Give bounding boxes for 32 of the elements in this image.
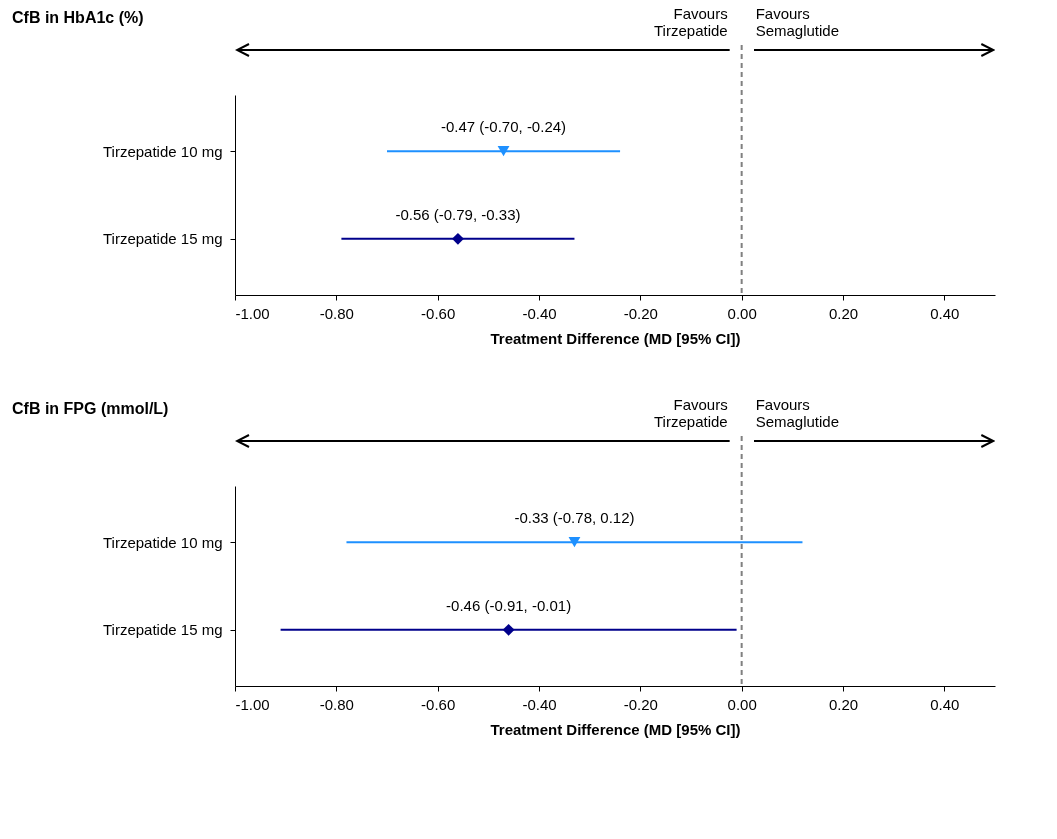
data-label: -0.46 (-0.91, -0.01) [446,596,572,614]
text: Favours Semaglutide [755,5,840,39]
text: Favours Tirzepatide [654,5,728,39]
x-tick-label: -0.20 [623,695,658,713]
x-tick-label: -1.00 [235,304,270,322]
x-tick-label: 0.40 [930,695,960,713]
data-label: -0.33 (-0.78, 0.12) [514,509,635,527]
y-tick-label: Tirzepatide 15 mg [102,621,223,639]
x-tick-label: 0.00 [727,695,757,713]
x-tick-label: -1.00 [235,695,270,713]
text: Favours Semaglutide [755,396,840,430]
x-tick-label: -0.60 [421,304,456,322]
x-tick-label: -0.20 [623,304,658,322]
x-axis-title: Treatment Difference (MD [95% CI]) [490,720,741,738]
x-tick-label: -0.40 [522,304,557,322]
x-axis-title: Treatment Difference (MD [95% CI]) [490,329,741,347]
x-tick-label: 0.40 [930,304,960,322]
data-label: -0.56 (-0.79, -0.33) [395,205,521,223]
x-tick-label: -0.80 [319,304,354,322]
x-tick-label: 0.00 [727,304,757,322]
x-tick-label: -0.40 [522,695,557,713]
x-tick-label: -0.60 [421,695,456,713]
text: Favours Tirzepatide [654,396,728,430]
y-tick-label: Tirzepatide 15 mg [102,230,223,248]
data-label: -0.47 (-0.70, -0.24) [441,118,567,136]
y-tick-label: Tirzepatide 10 mg [102,142,223,160]
x-tick-label: 0.20 [828,695,859,713]
x-tick-label: -0.80 [319,695,354,713]
text: CfB in HbA1c (%) [12,9,144,26]
y-tick-label: Tirzepatide 10 mg [102,533,223,551]
text: CfB in FPG (mmol/L) [12,400,169,417]
x-tick-label: 0.20 [828,304,859,322]
